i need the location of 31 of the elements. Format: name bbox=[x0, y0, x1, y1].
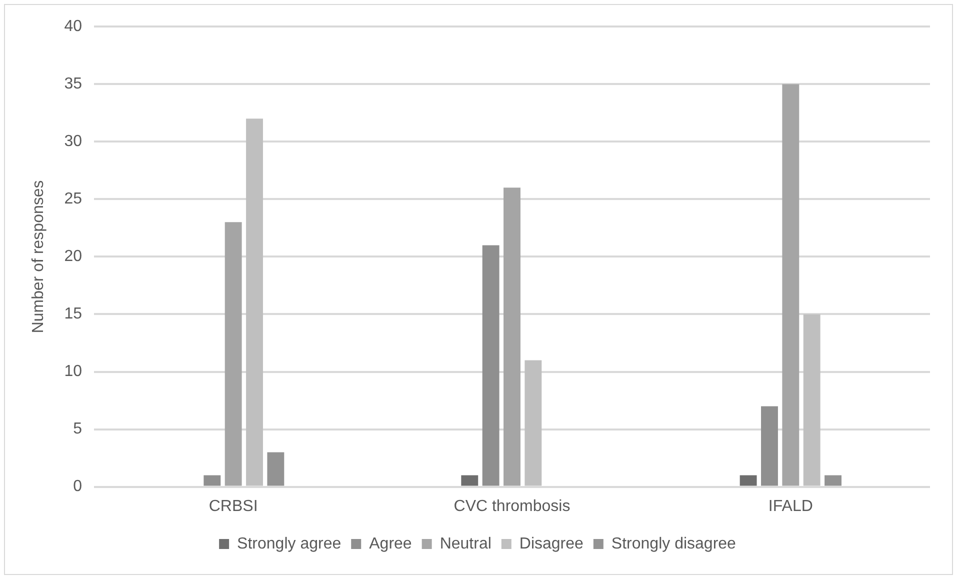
y-tick-label: 15 bbox=[64, 306, 82, 323]
bar bbox=[224, 222, 242, 486]
y-tick-label: 20 bbox=[64, 248, 82, 266]
x-tick-label: IFALD bbox=[768, 498, 813, 515]
bar bbox=[761, 406, 778, 486]
x-tick-label: CRBSI bbox=[208, 498, 258, 515]
y-tick-label: 0 bbox=[73, 478, 82, 496]
bar bbox=[504, 188, 520, 486]
bar bbox=[524, 360, 542, 486]
y-tick-label: 30 bbox=[64, 133, 82, 150]
y-axis-title: Number of responses bbox=[30, 180, 48, 334]
bar bbox=[782, 84, 800, 486]
bar bbox=[204, 475, 221, 486]
x-tick-label: CVC thrombosis bbox=[454, 498, 570, 515]
bar bbox=[824, 475, 842, 486]
legend-label: Neutral bbox=[440, 535, 492, 552]
y-tick-label: 40 bbox=[64, 18, 82, 36]
bar bbox=[246, 118, 263, 486]
bar bbox=[482, 245, 500, 486]
legend-label: Agree bbox=[369, 535, 412, 552]
y-tick-label: 35 bbox=[64, 76, 82, 93]
y-tick-label: 25 bbox=[64, 190, 82, 208]
y-tick-label: 5 bbox=[73, 420, 82, 438]
y-tick-label: 10 bbox=[64, 363, 82, 380]
legend-label: Disagree bbox=[519, 535, 584, 552]
legend-label: Strongly disagree bbox=[611, 535, 736, 552]
bar bbox=[267, 452, 284, 486]
legend-label: Strongly agree bbox=[237, 535, 342, 552]
bar bbox=[803, 314, 820, 486]
bar bbox=[740, 475, 757, 486]
bar bbox=[461, 475, 478, 486]
